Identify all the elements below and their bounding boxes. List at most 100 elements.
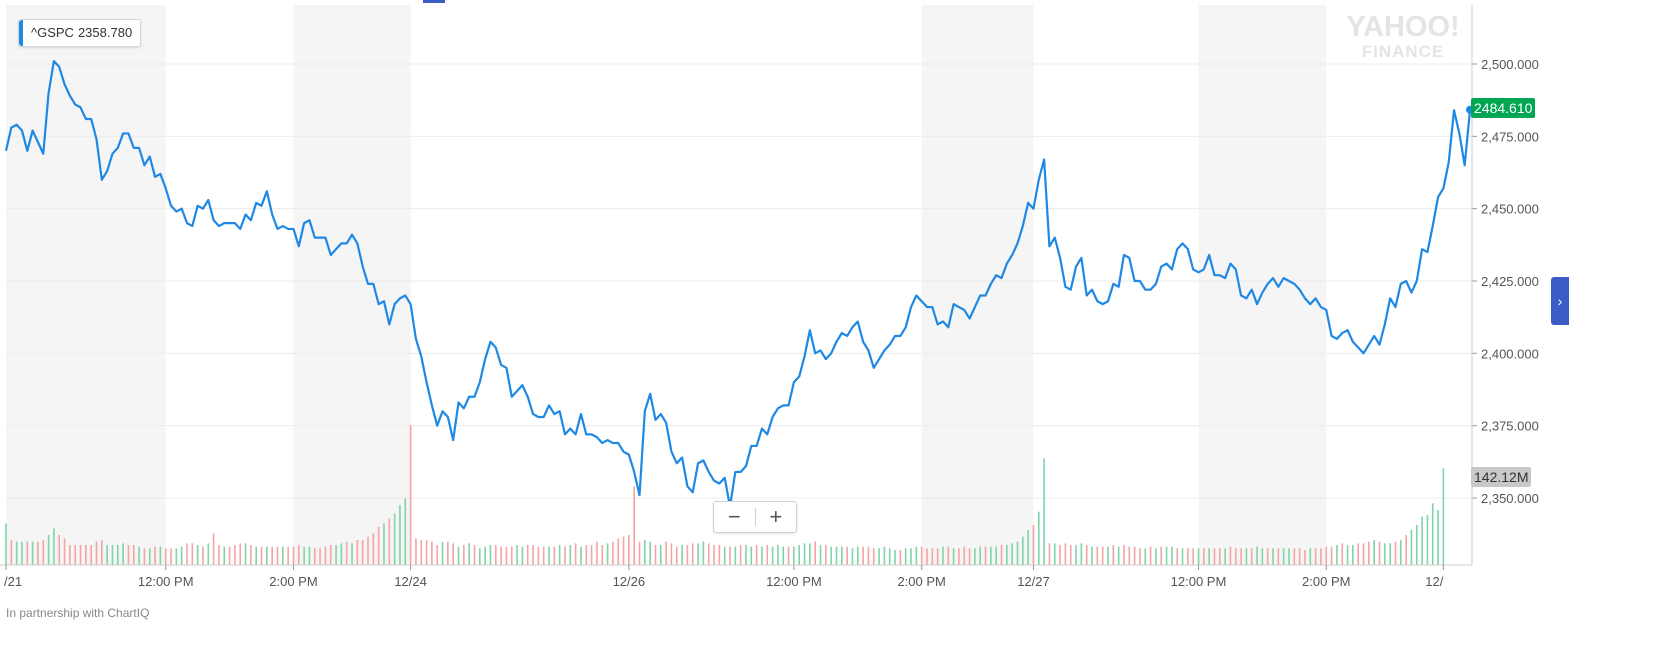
volume-bar [255, 546, 258, 565]
volume-bar [564, 546, 566, 565]
volume-bar [942, 546, 944, 565]
volume-badge: 142.12M [1471, 467, 1532, 487]
y-tick-label: 2,475.000 [1481, 129, 1539, 144]
symbol-tag[interactable]: ^GSPC 2358.780 [18, 19, 142, 47]
expand-panel-button[interactable]: › [1551, 277, 1569, 325]
volume-bar [1293, 548, 1296, 565]
volume-bar [1415, 525, 1418, 565]
volume-bar [425, 540, 428, 565]
volume-bar [601, 545, 604, 565]
volume-bar [984, 546, 987, 565]
volume-bar [15, 541, 18, 565]
volume-bar [1213, 548, 1216, 565]
symbol-quote: 2358.780 [77, 25, 133, 40]
volume-bar [287, 546, 289, 565]
volume-bar [872, 548, 875, 565]
volume-bar [798, 545, 801, 565]
volume-bar [1000, 545, 1003, 565]
volume-bar [132, 545, 135, 565]
volume-bar [1016, 541, 1019, 565]
y-tick-label: 2,500.000 [1481, 57, 1539, 72]
volume-bar [1091, 546, 1093, 565]
volume-bar [739, 545, 742, 565]
volume-bar [276, 546, 279, 565]
volume-bar [606, 543, 609, 565]
x-tick-label: 12/27 [1017, 574, 1050, 589]
volume-bar [1277, 548, 1280, 565]
x-tick-label: /21 [4, 574, 22, 589]
logo-line-yahoo: YAHOO! [1346, 11, 1460, 43]
volume-bar [878, 548, 880, 565]
volume-bar [1064, 543, 1067, 565]
volume-bar [1117, 546, 1120, 565]
volume-bar [1282, 548, 1285, 565]
volume-bar [356, 540, 359, 565]
x-tick-label: 12/26 [613, 574, 646, 589]
volume-bar [596, 541, 598, 565]
volume-bar [1320, 548, 1322, 565]
volume-bar [979, 546, 982, 565]
volume-bar [1288, 548, 1290, 565]
volume-bar [154, 546, 156, 565]
volume-bar [1234, 548, 1237, 565]
volume-bar [952, 548, 955, 565]
session-band [6, 5, 166, 565]
zoom-in-button[interactable]: + [769, 504, 783, 529]
volume-bar [793, 546, 795, 565]
volume-bar [143, 548, 146, 565]
volume-bar [745, 545, 747, 565]
volume-bar [1304, 550, 1306, 565]
volume-bar [42, 540, 45, 565]
volume-bar [1011, 543, 1013, 565]
volume-bar [1410, 530, 1413, 565]
volume-bar [212, 533, 215, 565]
volume-bar [1149, 546, 1152, 565]
volume-bar [1155, 548, 1157, 565]
volume-bar [1192, 548, 1194, 565]
x-tick-label: 12:00 PM [1171, 574, 1227, 589]
x-tick-label: 2:00 PM [1302, 574, 1350, 589]
volume-bar [271, 546, 273, 565]
volume-bar [191, 543, 194, 565]
volume-bar [558, 545, 561, 565]
volume-bar [1336, 545, 1338, 565]
volume-bar [53, 528, 55, 565]
volume-bar [1245, 548, 1248, 565]
volume-bar [1139, 548, 1141, 565]
volume-bar [1368, 541, 1370, 565]
volume-bar [1006, 545, 1008, 565]
volume-bar [313, 548, 316, 565]
volume-bar [266, 546, 268, 565]
volume-bar [516, 545, 518, 565]
volume-bar [660, 545, 662, 565]
volume-bar [931, 548, 934, 565]
volume-bar [825, 545, 827, 565]
volume-bar [388, 518, 391, 565]
y-tick-label: 2,375.000 [1481, 419, 1539, 434]
zoom-out-button[interactable]: − [727, 504, 741, 529]
volume-bar [138, 546, 140, 565]
volume-bar [1256, 546, 1258, 565]
volume-bar [1128, 546, 1131, 565]
volume-bar [101, 540, 103, 565]
volume-bar [1069, 545, 1072, 565]
volume-bar [968, 548, 971, 565]
volume-bar [250, 545, 252, 565]
volume-bar [436, 545, 439, 565]
volume-bar [686, 545, 689, 565]
volume-bar [1181, 548, 1184, 565]
volume-bar [180, 546, 183, 565]
volume-bar [228, 546, 231, 565]
volume-bar [734, 546, 737, 565]
volume-bar [415, 538, 417, 565]
volume-bar [479, 548, 481, 565]
volume-bar [452, 543, 454, 565]
volume-bar [814, 541, 816, 565]
volume-bar [633, 486, 635, 565]
volume-bar [713, 545, 715, 565]
volume-bar [441, 541, 444, 565]
volume-bar [1250, 548, 1253, 565]
volume-bar [654, 545, 657, 565]
volume-bar [21, 541, 23, 565]
